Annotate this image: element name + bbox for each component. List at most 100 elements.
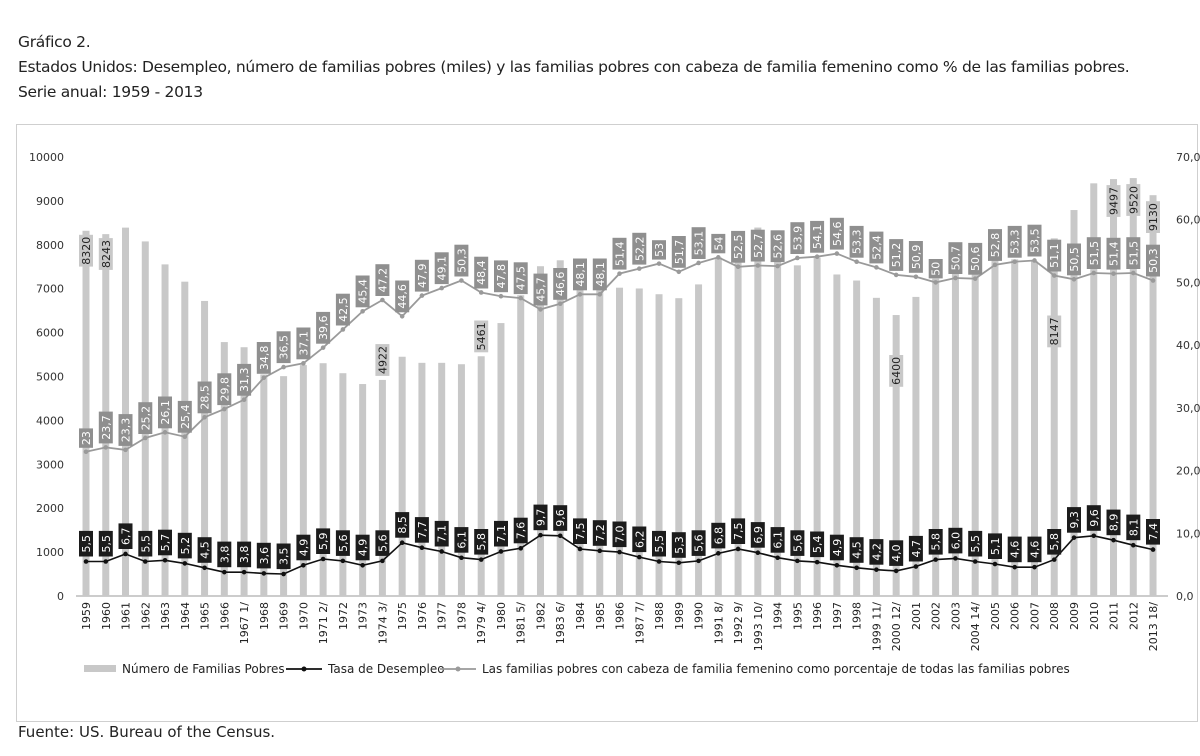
series-point bbox=[913, 274, 919, 280]
female-share-label-text: 44,6 bbox=[396, 284, 409, 309]
unemployment-label-text: 6,1 bbox=[455, 531, 468, 549]
unemployment-label-text: 3,5 bbox=[278, 548, 291, 566]
unemployment-label-text: 5,6 bbox=[791, 534, 804, 552]
female-share-label-text: 50,5 bbox=[1068, 247, 1081, 272]
female-share-label: 23,3 bbox=[118, 414, 133, 446]
female-share-label-text: 52,7 bbox=[752, 233, 765, 258]
female-share-label: 52,8 bbox=[988, 229, 1002, 261]
female-share-label-box bbox=[1146, 244, 1160, 277]
bar-value-label-text: 9130 bbox=[1147, 203, 1160, 231]
series-point bbox=[1091, 270, 1097, 276]
unemployment-label-box bbox=[592, 520, 607, 546]
female-share-label-text: 53,1 bbox=[693, 231, 706, 256]
unemployment-label-text: 8,1 bbox=[1127, 519, 1140, 537]
unemployment-label-box bbox=[335, 530, 350, 556]
series-point bbox=[360, 308, 365, 314]
unemployment-label-text: 5,7 bbox=[159, 534, 172, 552]
unemployment-label: 6,0 bbox=[948, 527, 963, 554]
series-point bbox=[459, 555, 464, 561]
y-left-tick-label: 4000 bbox=[36, 414, 64, 427]
female-share-label-box bbox=[316, 311, 331, 344]
female-share-label-box bbox=[948, 242, 963, 275]
female-share-label-text: 39,6 bbox=[317, 316, 330, 341]
unemployment-label: 5,6 bbox=[790, 530, 805, 556]
x-tick-label: 1976 bbox=[416, 602, 429, 630]
series-point bbox=[676, 560, 682, 566]
unemployment-label-box bbox=[790, 530, 805, 556]
female-share-label: 54,1 bbox=[810, 220, 825, 253]
female-share-label: 50,3 bbox=[454, 244, 469, 277]
series-point bbox=[241, 397, 247, 403]
bar bbox=[497, 323, 505, 596]
bar bbox=[359, 384, 367, 596]
female-share-label-text: 50,7 bbox=[949, 246, 962, 271]
unemployment-label: 7,1 bbox=[494, 520, 508, 547]
series-point bbox=[1130, 270, 1136, 276]
series-point bbox=[360, 562, 365, 568]
female-share-label-text: 51,4 bbox=[614, 241, 627, 266]
unemployment-label-text: 4,6 bbox=[1009, 541, 1022, 559]
unemployment-label-box bbox=[573, 518, 587, 545]
series-point bbox=[696, 558, 701, 564]
x-tick-label: 1961 bbox=[120, 602, 133, 630]
female-share-label-box bbox=[632, 232, 647, 265]
x-tick-label: 1988 bbox=[653, 602, 666, 630]
series-point bbox=[913, 564, 919, 569]
female-share-label: 53,3 bbox=[849, 225, 864, 258]
unemployment-label-text: 5,2 bbox=[179, 537, 192, 555]
female-share-label-text: 54,6 bbox=[831, 221, 844, 246]
bar bbox=[714, 257, 722, 596]
female-share-label-box bbox=[533, 273, 548, 306]
unemployment-label-text: 6,0 bbox=[949, 532, 962, 550]
series-point bbox=[83, 559, 89, 564]
unemployment-label: 3,8 bbox=[217, 541, 232, 568]
series-point bbox=[301, 562, 306, 568]
female-share-label-box bbox=[256, 341, 271, 374]
series-point bbox=[755, 550, 761, 556]
series-point bbox=[636, 266, 642, 271]
bar bbox=[1011, 259, 1019, 596]
unemployment-label: 5,6 bbox=[691, 530, 706, 556]
x-tick-label: 1962 bbox=[139, 602, 152, 630]
unemployment-label-text: 4,0 bbox=[890, 544, 903, 562]
bar-value-label-text: 8320 bbox=[80, 237, 93, 265]
series-point bbox=[182, 434, 188, 440]
x-tick-label: 1999 11/ bbox=[870, 602, 883, 651]
series-point bbox=[498, 293, 504, 299]
unemployment-label: 6,2 bbox=[632, 526, 647, 553]
unemployment-label: 5,3 bbox=[671, 532, 686, 558]
female-share-label-box bbox=[375, 264, 390, 297]
series-point bbox=[103, 445, 109, 450]
female-share-label: 23,7 bbox=[98, 411, 113, 444]
bar-value-label-text: 4922 bbox=[376, 346, 389, 374]
x-tick-label: 1979 4/ bbox=[475, 602, 488, 644]
x-tick-label: 1990 bbox=[693, 602, 706, 630]
female-share-label: 53,9 bbox=[790, 222, 805, 255]
series-point bbox=[893, 272, 899, 278]
unemployment-label: 4,9 bbox=[829, 534, 844, 561]
bar bbox=[912, 296, 920, 596]
x-tick-label: 1993 10/ bbox=[752, 602, 765, 651]
y-left-tick-label: 8000 bbox=[36, 239, 64, 252]
x-tick-label: 1985 bbox=[594, 602, 607, 630]
female-share-label-text: 47,5 bbox=[515, 266, 528, 291]
unemployment-label-box bbox=[1126, 514, 1141, 541]
unemployment-label-text: 5,5 bbox=[653, 535, 666, 553]
series-point bbox=[498, 549, 504, 554]
unemployment-label-box bbox=[414, 517, 429, 543]
unemployment-label: 3,5 bbox=[276, 543, 291, 570]
bar bbox=[536, 266, 544, 596]
female-share-label: 50,3 bbox=[1146, 244, 1160, 277]
series-point bbox=[261, 571, 267, 576]
x-tick-label: 1991 8/ bbox=[712, 602, 725, 644]
unemployment-label: 5,5 bbox=[652, 530, 666, 557]
unemployment-label-box bbox=[454, 527, 469, 553]
unemployment-label-text: 5,3 bbox=[673, 536, 686, 554]
female-share-label: 29,8 bbox=[217, 373, 232, 406]
series-point bbox=[992, 262, 998, 268]
bar bbox=[655, 294, 663, 596]
x-tick-label: 1973 bbox=[357, 602, 370, 630]
unemployment-label-box bbox=[316, 528, 331, 555]
series-point bbox=[439, 285, 444, 291]
unemployment-label-box bbox=[474, 528, 489, 555]
